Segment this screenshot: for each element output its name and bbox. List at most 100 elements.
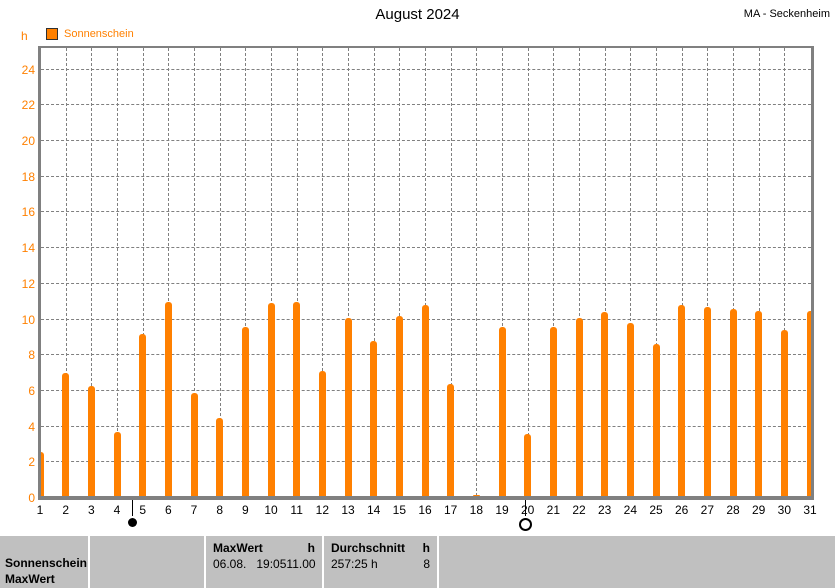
- table-divider: [88, 536, 90, 588]
- vgridline: [142, 48, 144, 496]
- durchschnitt-header: Durchschnitt: [331, 541, 406, 555]
- vgridline: [65, 48, 67, 496]
- vgridline: [476, 48, 478, 496]
- x-tick-label: 6: [164, 503, 172, 517]
- table-divider: [437, 536, 439, 588]
- x-tick-label: 3: [87, 503, 95, 517]
- x-tick-label: 25: [649, 503, 663, 517]
- x-tick-label: 15: [392, 503, 407, 517]
- vgridline: [322, 48, 324, 496]
- y-tick-label: 16: [21, 205, 35, 220]
- y-tick-label: 22: [21, 98, 35, 113]
- bar-day-20: [524, 434, 532, 496]
- vgridline: [656, 48, 657, 496]
- table-cell-empty: [439, 536, 835, 588]
- vgridline: [91, 48, 93, 496]
- plot-area: [38, 46, 814, 500]
- x-tick-label: 21: [546, 503, 561, 517]
- vgridline: [425, 48, 426, 496]
- bar-day-30: [780, 330, 788, 496]
- x-tick-label: 19: [495, 503, 509, 517]
- legend-label: Sonnenschein: [64, 27, 134, 40]
- legend: Sonnenschein: [46, 27, 134, 40]
- hgridline: [41, 104, 811, 106]
- vgridline: [219, 48, 221, 496]
- y-tick-label: 12: [21, 276, 35, 291]
- y-tick-label: 20: [21, 134, 35, 148]
- hgridline: [41, 140, 811, 141]
- bar-day-26: [678, 305, 686, 496]
- legend-color-swatch: [46, 27, 58, 40]
- bar-day-13: [344, 318, 352, 496]
- vgridline: [399, 48, 401, 496]
- x-tick-label: 11: [290, 503, 303, 517]
- y-tick-label: 10: [21, 312, 35, 327]
- y-tick-label: 8: [28, 348, 35, 363]
- vgridline: [502, 48, 503, 496]
- bar-day-5: [139, 334, 147, 496]
- vgridline: [271, 48, 272, 496]
- bar-day-31: [806, 311, 811, 496]
- y-tick-label: 24: [21, 62, 35, 77]
- bar-day-14: [370, 341, 378, 496]
- table-divider: [204, 536, 206, 588]
- x-tick-label: 28: [726, 503, 740, 517]
- chart-title: August 2024: [375, 6, 460, 23]
- vgridline: [245, 48, 247, 496]
- bar-day-9: [241, 327, 249, 496]
- full-moon-icon: [518, 518, 532, 531]
- vgridline: [630, 48, 632, 496]
- x-tick-label: 30: [777, 503, 792, 517]
- x-tick-label: 31: [803, 503, 817, 517]
- bar-day-1: [41, 452, 44, 496]
- x-tick-label: 9: [241, 503, 249, 517]
- x-tick-label: 22: [572, 503, 586, 517]
- bar-day-17: [447, 384, 455, 496]
- x-tick-label: 1: [36, 503, 44, 517]
- bar-day-3: [87, 386, 95, 496]
- vgridline: [117, 48, 118, 496]
- x-tick-label: 24: [623, 503, 638, 517]
- bar-day-16: [421, 305, 429, 496]
- x-tick-label: 27: [700, 503, 715, 517]
- x-tick-label: 4: [113, 503, 121, 517]
- bar-day-25: [652, 344, 660, 496]
- maxwert-time: 19:05: [256, 557, 287, 571]
- durchschnitt-count: 8: [423, 557, 430, 571]
- vgridline: [194, 48, 195, 496]
- bar-day-2: [62, 373, 70, 496]
- bar-day-23: [601, 312, 609, 496]
- series-name-label: Sonnenschein: [5, 556, 88, 570]
- durchschnitt-value: 257:25 h: [331, 557, 378, 571]
- x-tick-label: 2: [62, 503, 69, 517]
- bar-day-29: [755, 311, 763, 496]
- vgridline: [553, 48, 555, 496]
- x-tick-label: 17: [443, 503, 458, 517]
- summary-table: Sonnenschein MaxWert MaxWert h 06.08. 19…: [0, 536, 835, 588]
- x-tick-label: 23: [597, 503, 612, 517]
- bar-day-21: [549, 327, 557, 496]
- bar-day-15: [395, 316, 403, 496]
- y-axis-unit-label: h: [21, 29, 28, 43]
- bar-day-7: [190, 393, 198, 496]
- vgridline: [450, 48, 452, 496]
- vgridline: [579, 48, 580, 496]
- bar-day-27: [703, 307, 711, 496]
- hgridline: [41, 211, 811, 213]
- vgridline: [604, 48, 606, 496]
- vgridline: [681, 48, 683, 496]
- x-tick-label: 8: [216, 503, 223, 517]
- durchschnitt-unit-header: h: [422, 541, 430, 555]
- bar-day-10: [267, 303, 275, 496]
- maxwert-unit-header: h: [307, 541, 315, 555]
- x-tick-label: 29: [751, 503, 766, 517]
- x-tick-label: 14: [366, 503, 381, 517]
- table-cell-maxwert: MaxWert h 06.08. 19:05 11.00: [206, 536, 322, 588]
- y-tick-label: 6: [28, 383, 35, 398]
- plot-inner: [41, 48, 811, 496]
- bar-day-11: [293, 302, 301, 496]
- maxwert-date: 06.08.: [213, 557, 247, 571]
- x-tick-label: 10: [264, 503, 278, 517]
- bar-day-4: [113, 432, 121, 496]
